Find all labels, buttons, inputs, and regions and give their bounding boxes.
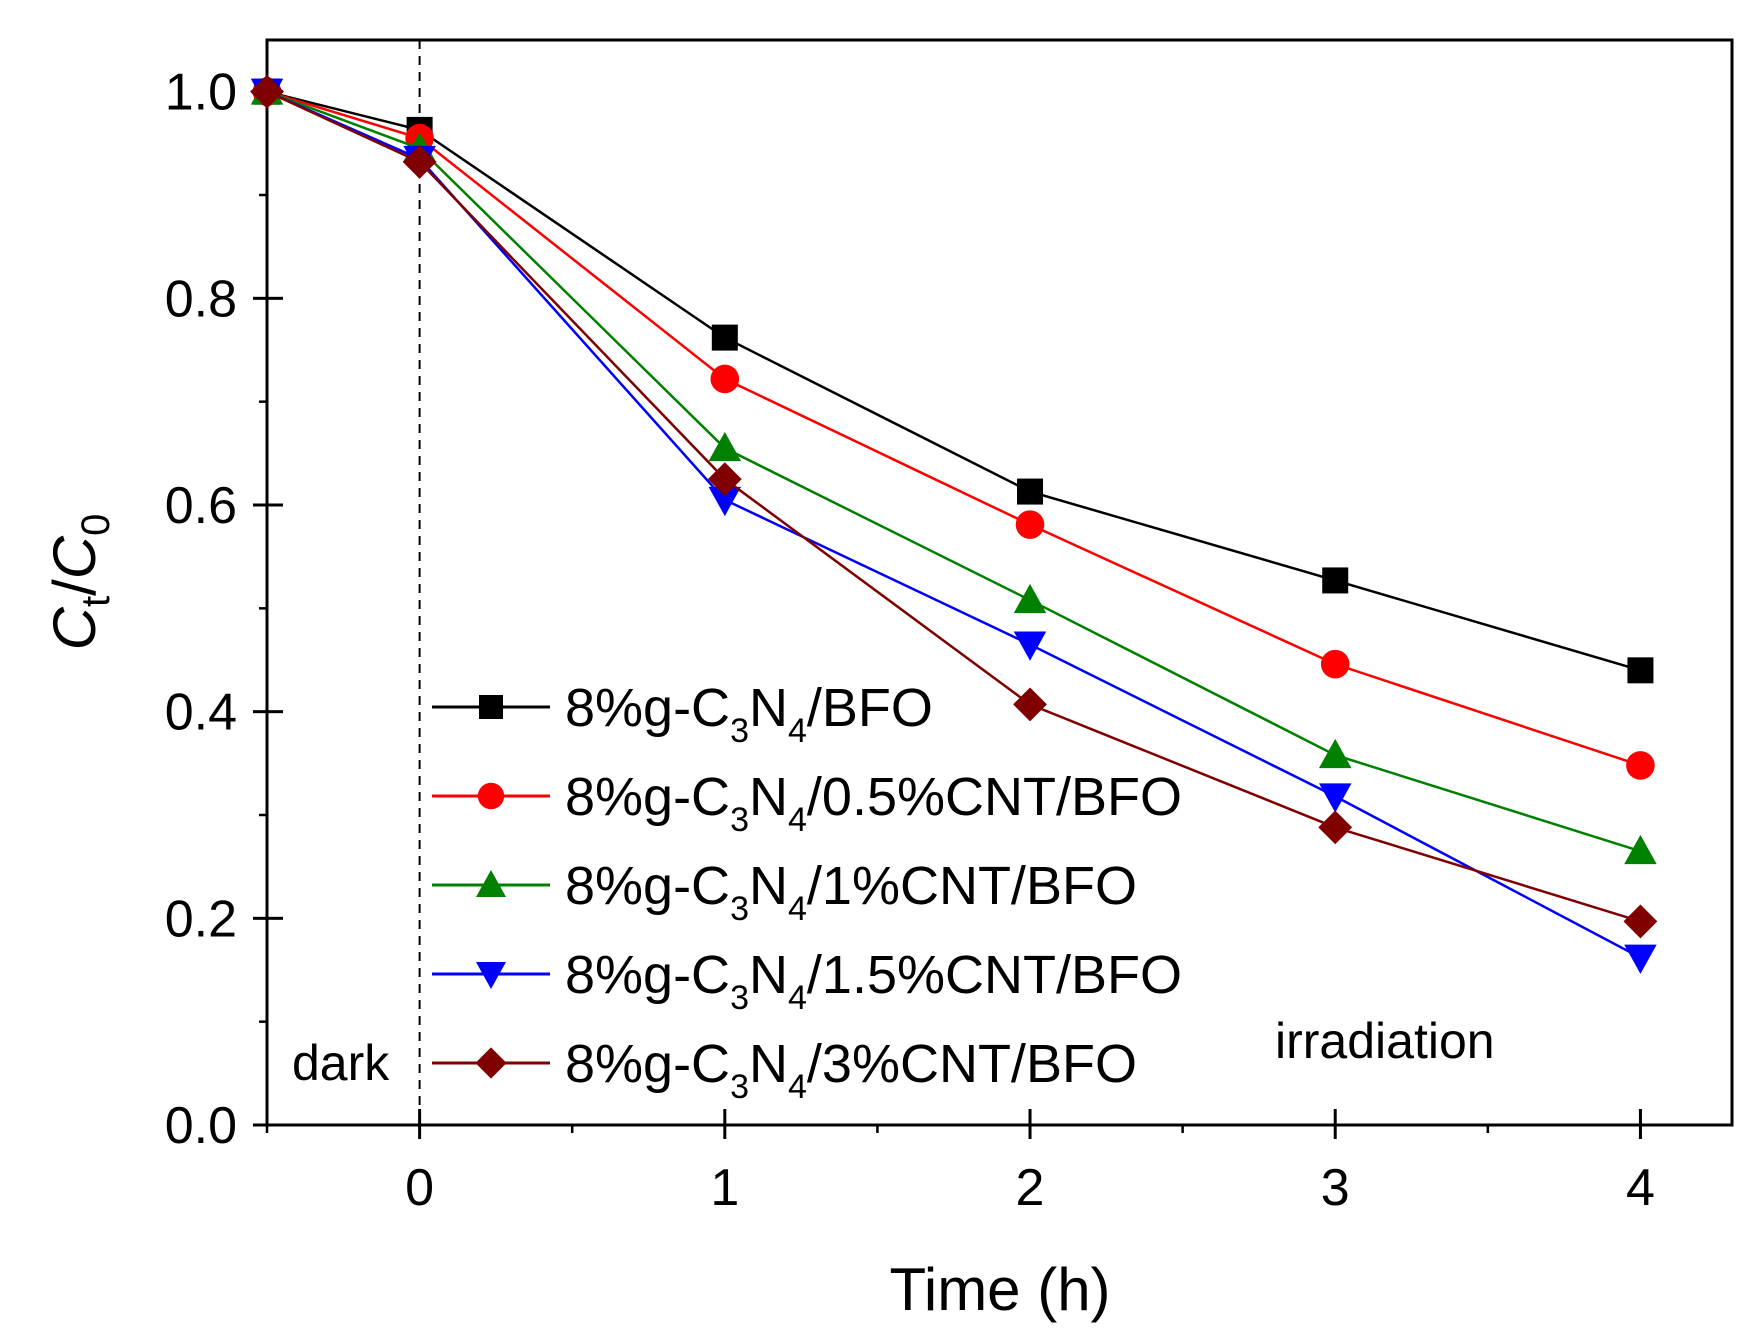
legend-label: 8%g-C3​N4​/1%CNT/BFO: [565, 856, 1137, 928]
legend-text-part: N: [749, 678, 788, 738]
data-point-circle: [477, 782, 505, 810]
y-axis-title-subscript: 0: [74, 514, 118, 536]
y-tick-label: 0.0: [165, 1097, 237, 1155]
y-axis-title-part: C: [41, 535, 108, 579]
y-tick-label: 0.2: [165, 890, 237, 948]
legend-item: 8%g-C3​N4​/BFO: [432, 678, 933, 750]
legend-label: 8%g-C3​N4​/BFO: [565, 678, 933, 750]
legend-label: 8%g-C3​N4​/3%CNT/BFO: [565, 1034, 1137, 1106]
legend-subscript: 3: [730, 712, 749, 750]
legend-item: 8%g-C3​N4​/1%CNT/BFO: [432, 856, 1137, 928]
annotation-dark: dark: [292, 1035, 390, 1091]
data-point-triangle-up: [1318, 738, 1352, 769]
legend-text-part: N: [749, 1034, 788, 1094]
data-point-circle: [1015, 510, 1045, 539]
legend-text-part: /1%CNT/BFO: [807, 856, 1137, 916]
data-point-triangle-up: [476, 870, 506, 897]
data-point-diamond: [1623, 904, 1658, 939]
y-tick-label: 0.4: [165, 684, 237, 742]
data-point-triangle-up: [708, 431, 742, 462]
legend-text-part: /1.5%CNT/BFO: [807, 945, 1182, 1005]
legend-item: 8%g-C3​N4​/0.5%CNT/BFO: [432, 767, 1182, 839]
data-point-triangle-down: [1624, 944, 1657, 974]
legend-text-part: 8%g-C: [565, 1034, 730, 1094]
data-point-diamond: [707, 462, 742, 497]
legend-item: 8%g-C3​N4​/1.5%CNT/BFO: [432, 945, 1182, 1017]
legend-text-part: 8%g-C: [565, 678, 730, 738]
data-point-triangle-up: [1624, 834, 1657, 865]
legend-subscript: 4: [788, 1068, 807, 1106]
y-axis-title-part: /: [41, 579, 108, 596]
data-point-square: [711, 324, 738, 351]
legend-text-part: N: [749, 767, 788, 827]
x-tick-label: 2: [1016, 1159, 1045, 1217]
data-point-circle: [1320, 649, 1350, 679]
data-point-square: [1322, 567, 1349, 594]
data-point-diamond: [1013, 687, 1047, 722]
data-point-square: [479, 695, 503, 719]
y-tick-label: 1.0: [165, 64, 237, 122]
legend-subscript: 4: [788, 801, 807, 839]
data-point-circle: [1626, 751, 1655, 780]
y-tick-label: 0.6: [165, 477, 237, 535]
y-axis-title: Ct​/C0​: [41, 514, 118, 651]
data-point-triangle-down: [1318, 783, 1352, 813]
legend-subscript: 4: [788, 712, 807, 750]
legend-text-part: /BFO: [807, 678, 933, 738]
y-tick-label: 0.8: [165, 270, 237, 328]
data-point-square: [1627, 657, 1654, 684]
data-point-diamond: [402, 145, 437, 179]
legend-text-part: N: [749, 945, 788, 1005]
legend-item: 8%g-C3​N4​/3%CNT/BFO: [432, 1034, 1137, 1106]
annotation-irradiation: irradiation: [1275, 1013, 1495, 1069]
legend-label: 8%g-C3​N4​/1.5%CNT/BFO: [565, 945, 1182, 1017]
legend-text-part: N: [749, 856, 788, 916]
legend-subscript: 3: [730, 890, 749, 928]
legend-text-part: /0.5%CNT/BFO: [807, 767, 1182, 827]
data-point-diamond: [250, 74, 284, 109]
legend-label: 8%g-C3​N4​/0.5%CNT/BFO: [565, 767, 1182, 839]
legend-text-part: 8%g-C: [565, 945, 730, 1005]
series-line: [266, 90, 1642, 959]
data-point-circle: [710, 364, 740, 394]
legend-subscript: 3: [730, 801, 749, 839]
legend-text-part: 8%g-C: [565, 856, 730, 916]
legend-text-part: /3%CNT/BFO: [807, 1034, 1137, 1094]
data-point-diamond: [1318, 810, 1353, 845]
data-point-square: [1017, 478, 1044, 505]
y-axis-title-part: C: [41, 606, 108, 650]
data-point-triangle-down: [476, 962, 506, 989]
data-point-diamond: [475, 1047, 507, 1079]
plot-frame: [265, 38, 1734, 1127]
data-point-triangle-down: [708, 486, 742, 517]
series-line: [266, 90, 1641, 767]
series-line: [266, 90, 1641, 853]
series-3: [250, 75, 1657, 865]
legend-text-part: 8%g-C: [565, 767, 730, 827]
data-point-triangle-up: [1013, 583, 1047, 614]
x-tick-label: 1: [710, 1159, 739, 1217]
x-tick-label: 4: [1626, 1159, 1655, 1217]
x-axis-title: Time (h): [889, 1256, 1110, 1323]
legend-subscript: 3: [730, 1068, 749, 1106]
data-point-triangle-down: [1013, 631, 1047, 661]
legend-subscript: 4: [788, 890, 807, 928]
x-tick-label: 0: [405, 1159, 434, 1217]
legend-subscript: 4: [788, 979, 807, 1017]
series-line: [266, 90, 1641, 672]
series-5: [250, 74, 1658, 939]
series-1: [254, 78, 1654, 684]
series-2: [252, 77, 1655, 780]
legend-subscript: 3: [730, 979, 749, 1017]
series-line: [266, 90, 1641, 923]
series-4: [250, 78, 1657, 974]
x-tick-label: 3: [1321, 1159, 1350, 1217]
y-axis-title-subscript: t: [74, 596, 118, 607]
